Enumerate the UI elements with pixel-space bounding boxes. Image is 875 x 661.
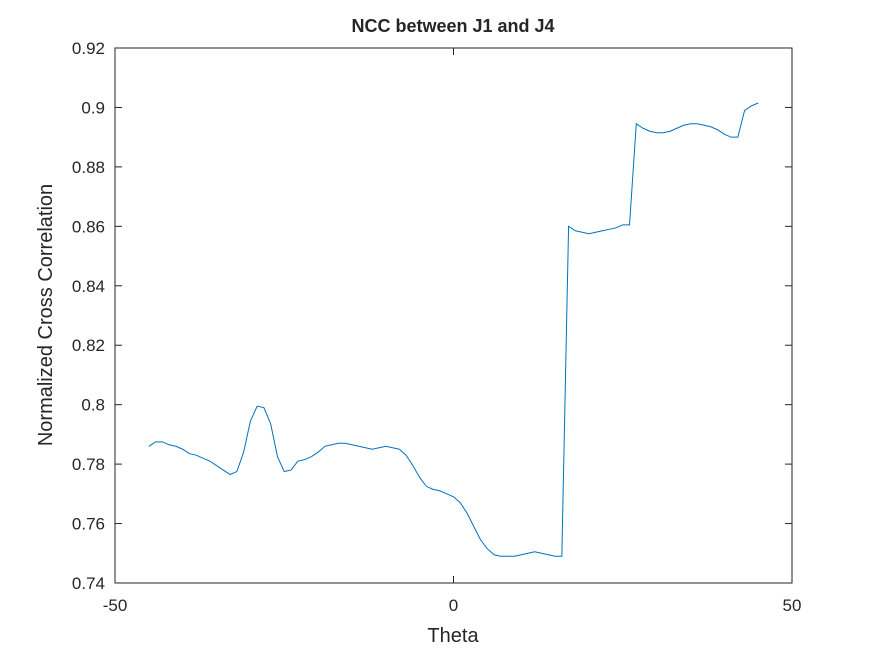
y-tick-label: 0.74 <box>72 574 105 593</box>
x-tick-label: -50 <box>103 596 128 615</box>
y-tick-label: 0.82 <box>72 336 105 355</box>
y-tick-label: 0.88 <box>72 158 105 177</box>
y-tick-label: 0.78 <box>72 455 105 474</box>
chart-title: NCC between J1 and J4 <box>351 16 554 36</box>
y-axis-label: Normalized Cross Correlation <box>35 184 57 446</box>
x-axis-label: Theta <box>427 625 479 647</box>
y-tick-label: 0.9 <box>81 98 105 117</box>
y-tick-label: 0.76 <box>72 515 105 534</box>
y-tick-label: 0.92 <box>72 39 105 58</box>
x-tick-label: 0 <box>449 596 458 615</box>
x-tick-label: 50 <box>783 596 802 615</box>
line-series <box>148 102 759 557</box>
y-tick-label: 0.84 <box>72 277 105 296</box>
y-tick-label: 0.86 <box>72 217 105 236</box>
y-tick-label: 0.8 <box>81 396 105 415</box>
